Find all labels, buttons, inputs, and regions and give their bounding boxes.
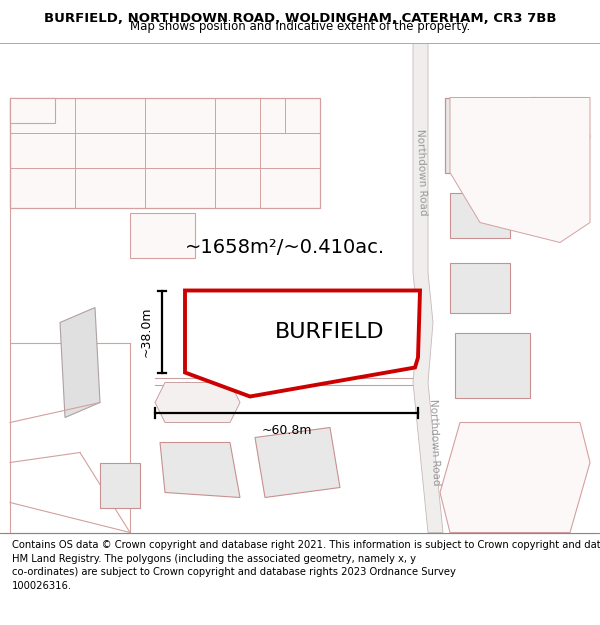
Text: ~60.8m: ~60.8m <box>261 424 312 437</box>
Text: Map shows position and indicative extent of the property.: Map shows position and indicative extent… <box>130 20 470 33</box>
Polygon shape <box>60 308 100 418</box>
Polygon shape <box>10 98 55 122</box>
Polygon shape <box>160 442 240 498</box>
Polygon shape <box>455 332 530 398</box>
Polygon shape <box>450 98 590 242</box>
Text: Contains OS data © Crown copyright and database right 2021. This information is : Contains OS data © Crown copyright and d… <box>12 540 600 591</box>
Text: BURFIELD, NORTHDOWN ROAD, WOLDINGHAM, CATERHAM, CR3 7BB: BURFIELD, NORTHDOWN ROAD, WOLDINGHAM, CA… <box>44 12 556 25</box>
Polygon shape <box>100 462 140 508</box>
Polygon shape <box>130 213 195 258</box>
Text: ~1658m²/~0.410ac.: ~1658m²/~0.410ac. <box>185 238 385 257</box>
Polygon shape <box>155 382 240 423</box>
Polygon shape <box>413 42 443 532</box>
Polygon shape <box>445 98 545 172</box>
Polygon shape <box>450 192 510 238</box>
Text: Northdown Road: Northdown Road <box>415 129 428 216</box>
Polygon shape <box>10 98 320 208</box>
Polygon shape <box>255 428 340 498</box>
Polygon shape <box>185 291 420 396</box>
Text: ~38.0m: ~38.0m <box>139 306 152 357</box>
Text: BURFIELD: BURFIELD <box>275 322 385 342</box>
Polygon shape <box>530 98 590 142</box>
Polygon shape <box>450 262 510 312</box>
Polygon shape <box>440 422 590 532</box>
Text: Northdown Road: Northdown Road <box>428 399 442 486</box>
Bar <box>242 301 328 374</box>
